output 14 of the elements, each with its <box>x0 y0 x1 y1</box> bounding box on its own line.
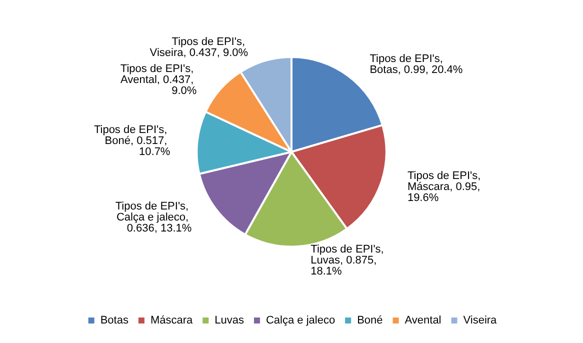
legend-label: Máscara <box>150 314 194 326</box>
legend-label: Viseira <box>463 314 498 326</box>
data-label: Tipos de EPI's, Luvas, 0.875, 18.1% <box>310 244 387 278</box>
legend-label: Avental <box>404 314 442 326</box>
data-label: Tipos de EPI's, Botas, 0.99, 20.4% <box>370 53 463 76</box>
data-label: Tipos de EPI's, Boné, 0.517, 10.7% <box>94 124 170 158</box>
data-label: Tipos de EPI's, Viseira, 0.437, 9.0% <box>150 36 248 59</box>
legend-label: Luvas <box>214 314 244 326</box>
data-label: Tipos de EPI's, Calça e jaleco, 0.636, 13.1% <box>115 200 192 234</box>
data-label: Tipos de EPI's, Máscara, 0.95, 19.6% <box>407 170 484 204</box>
legend-label: Calça e jaleco <box>266 314 336 326</box>
legend-label: Boné <box>357 314 383 326</box>
data-label: Tipos de EPI's, Avental, 0.437, 9.0% <box>120 63 197 98</box>
legend-label: Botas <box>100 314 129 326</box>
